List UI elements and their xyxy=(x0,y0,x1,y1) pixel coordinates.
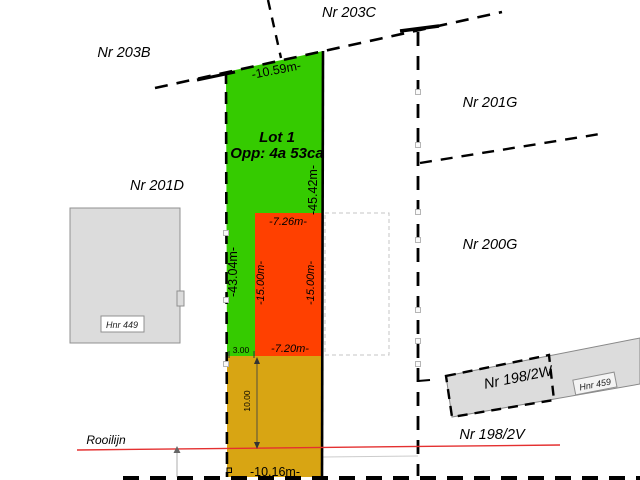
zone-dim-top: -7.26m- xyxy=(269,216,307,228)
lot-dim-bottom: -10.16m- xyxy=(250,465,300,479)
rooilijn-line xyxy=(76,444,561,451)
boundary-road-diagonal xyxy=(154,10,503,90)
front-setback-zone xyxy=(227,356,322,477)
side-width-label: 3.00 xyxy=(233,345,250,355)
front-depth-label: 10.00 xyxy=(242,390,252,412)
ghost-zone-outline xyxy=(324,212,390,356)
parcel-label-200g: Nr 200G xyxy=(463,237,518,253)
vertex-markers xyxy=(223,89,421,367)
parcel-label-198-2v: Nr 198/2V xyxy=(459,427,526,443)
zone-dim-left: -15.00m- xyxy=(255,261,267,305)
building-zone-rect xyxy=(255,213,323,356)
parcel-label-203b: Nr 203B xyxy=(97,45,151,61)
house-449: Hnr 449 xyxy=(69,207,185,344)
lot-dim-right: -45.42m- xyxy=(306,165,320,215)
lot-title: Lot 1 xyxy=(259,129,295,146)
zone-dim-bottom: -7.20m- xyxy=(271,343,309,355)
front-depth-dimension xyxy=(254,357,260,449)
lot-left-boundary xyxy=(224,71,229,478)
corner-marker xyxy=(226,467,232,473)
boundary-201g-200g xyxy=(419,132,601,165)
side-width-ticks xyxy=(228,351,255,358)
house-459: Hnr 459 xyxy=(445,337,640,418)
boundary-corner-bar xyxy=(399,24,440,33)
helper-line xyxy=(322,455,419,458)
lot-area: Opp: 4a 53ca xyxy=(230,145,323,162)
house-449-label: Hnr 449 xyxy=(106,320,138,330)
zone-dim-right: -15.00m- xyxy=(305,261,317,305)
lot-right-boundary xyxy=(320,50,325,479)
parcel-label-201d: Nr 201D xyxy=(130,178,184,194)
house-459-label-box xyxy=(572,371,618,396)
parcel-198-2w-boundary xyxy=(444,353,556,419)
lot-dim-left: -43.04m- xyxy=(226,247,240,297)
rooilijn-label: Rooilijn xyxy=(86,433,126,447)
house-449-label-box xyxy=(100,315,145,333)
boundary-road-solid-cap xyxy=(196,70,236,82)
boundary-203b-203c xyxy=(266,0,283,59)
boundary-right-tick xyxy=(417,379,431,382)
parcel-label-201g: Nr 201G xyxy=(463,95,518,111)
parcel-label-203c: Nr 203C xyxy=(322,5,377,21)
rooilijn-indicator xyxy=(173,446,181,477)
